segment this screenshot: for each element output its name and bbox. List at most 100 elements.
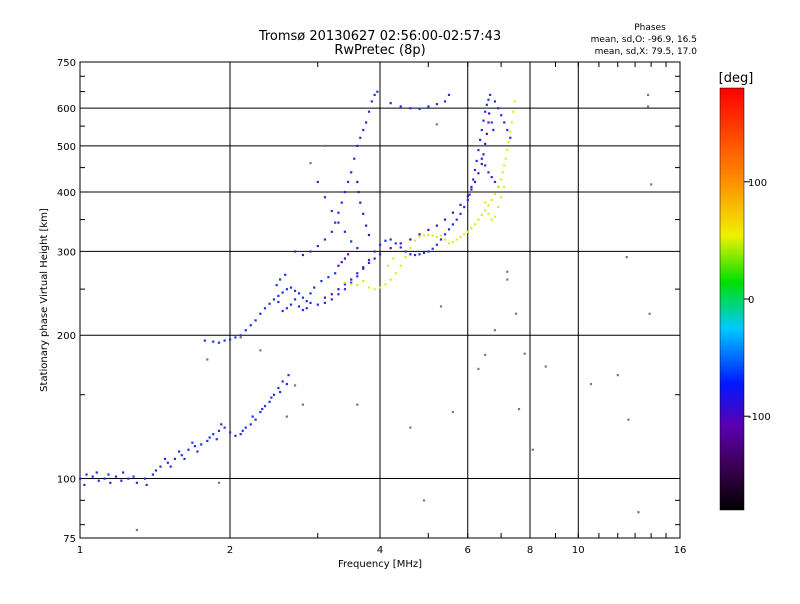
data-point xyxy=(531,448,534,451)
data-point xyxy=(447,242,451,245)
data-point xyxy=(323,196,327,199)
data-point xyxy=(422,234,426,237)
data-point xyxy=(399,264,402,267)
data-point xyxy=(259,312,262,315)
data-point xyxy=(359,201,362,204)
data-point xyxy=(477,172,480,175)
data-point xyxy=(340,261,343,264)
data-point xyxy=(422,499,426,502)
data-point xyxy=(343,257,347,260)
data-point xyxy=(254,319,257,322)
data-point xyxy=(504,157,507,160)
data-point xyxy=(337,293,340,296)
data-point xyxy=(334,272,337,275)
data-point xyxy=(309,301,312,304)
data-point xyxy=(455,218,458,221)
data-point xyxy=(435,235,438,238)
data-point xyxy=(451,223,455,226)
data-point xyxy=(217,481,221,484)
data-point xyxy=(154,469,158,472)
data-point xyxy=(145,483,148,487)
data-point xyxy=(493,180,497,184)
data-point xyxy=(484,201,487,204)
data-point xyxy=(107,473,110,476)
x-tick-label: 8 xyxy=(527,545,533,556)
data-point xyxy=(268,302,271,305)
data-point xyxy=(323,238,327,241)
data-point xyxy=(350,283,353,286)
data-point xyxy=(183,457,186,461)
data-point xyxy=(217,429,221,432)
data-point xyxy=(470,226,473,230)
data-point xyxy=(362,266,365,269)
data-point xyxy=(356,247,359,250)
data-point xyxy=(169,465,172,468)
data-point xyxy=(334,221,337,224)
data-point xyxy=(484,142,487,145)
data-point xyxy=(427,233,430,237)
data-point xyxy=(376,90,379,93)
data-point xyxy=(356,144,359,148)
y-tick-label: 300 xyxy=(57,247,76,258)
data-point xyxy=(350,281,353,284)
data-point xyxy=(285,288,288,291)
data-point xyxy=(114,475,118,478)
data-point xyxy=(503,185,506,189)
grid-lines xyxy=(80,62,680,538)
data-point xyxy=(309,162,312,165)
data-point xyxy=(277,300,280,304)
data-point xyxy=(389,102,392,105)
data-point xyxy=(109,481,112,484)
data-point xyxy=(646,93,650,96)
data-point xyxy=(435,243,438,246)
data-point xyxy=(513,100,516,103)
data-point xyxy=(346,253,350,256)
data-point xyxy=(173,457,177,461)
data-point xyxy=(367,110,371,113)
data-point xyxy=(488,112,491,115)
data-point xyxy=(229,431,232,434)
data-point xyxy=(487,204,490,207)
data-point xyxy=(259,349,262,352)
data-point xyxy=(362,128,365,132)
data-point xyxy=(466,198,469,202)
data-point xyxy=(451,211,455,214)
data-point xyxy=(515,312,518,315)
data-point xyxy=(261,407,264,411)
data-point xyxy=(480,162,483,166)
data-point xyxy=(85,473,88,476)
data-point xyxy=(496,107,500,110)
data-point xyxy=(422,251,426,254)
data-point xyxy=(480,213,483,217)
data-point xyxy=(443,238,447,241)
data-point xyxy=(480,157,483,160)
data-point xyxy=(103,477,106,480)
data-point xyxy=(373,257,376,260)
data-point xyxy=(409,107,412,110)
data-point xyxy=(392,257,395,260)
data-point xyxy=(459,203,462,206)
data-point xyxy=(259,410,262,414)
data-point xyxy=(313,286,316,289)
data-point xyxy=(485,132,488,135)
data-point xyxy=(340,201,343,204)
data-point xyxy=(373,93,376,96)
data-point xyxy=(272,298,276,301)
data-point xyxy=(439,234,443,237)
data-point xyxy=(493,329,497,332)
x-axis-label: Frequency [MHz] xyxy=(338,559,422,570)
data-point xyxy=(418,235,421,238)
data-point xyxy=(463,205,466,209)
data-point xyxy=(485,103,488,106)
data-point xyxy=(384,283,387,286)
data-point xyxy=(223,426,226,429)
data-point xyxy=(389,238,392,241)
data-point xyxy=(379,253,382,256)
data-point xyxy=(163,457,167,461)
data-point xyxy=(490,176,493,179)
data-point xyxy=(343,283,347,286)
data-point xyxy=(493,193,497,196)
x-tick-label: 6 xyxy=(465,545,471,556)
data-point xyxy=(263,307,267,310)
data-point xyxy=(135,481,138,484)
